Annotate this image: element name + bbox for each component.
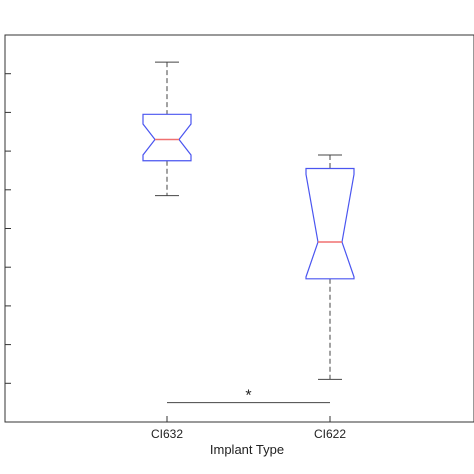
box-ci632 <box>142 61 192 197</box>
x-tick-label-ci622: CI622 <box>314 427 346 441</box>
x-tick-label-ci632: CI632 <box>151 427 183 441</box>
x-axis: CI632 CI622 <box>151 416 346 441</box>
significance-star: * <box>245 388 251 405</box>
box-series <box>142 61 355 380</box>
plot-area-frame <box>4 34 474 423</box>
box-ci622 <box>305 154 355 380</box>
notched-box <box>305 167 355 280</box>
x-axis-label: Implant Type <box>210 442 284 457</box>
significance-annotation: * <box>167 388 330 405</box>
y-axis-ticks <box>5 73 11 384</box>
notched-box <box>142 113 192 162</box>
